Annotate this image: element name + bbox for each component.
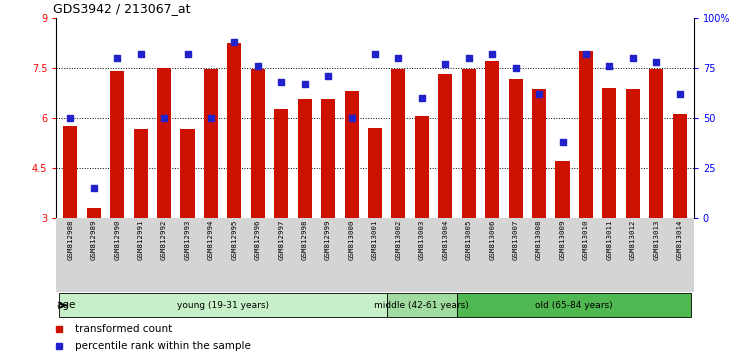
Point [275, 79, 287, 85]
Bar [87, 208, 100, 218]
Bar [110, 71, 125, 218]
Bar [387, 293, 457, 317]
Bar [298, 99, 312, 218]
Bar [274, 109, 288, 218]
Point [627, 55, 639, 61]
Bar [63, 126, 77, 218]
Point [135, 51, 147, 57]
Bar [626, 89, 640, 218]
Bar [58, 293, 387, 317]
Point [440, 61, 452, 67]
Text: GSM812994: GSM812994 [208, 220, 214, 261]
Bar [457, 293, 692, 317]
Text: GSM812993: GSM812993 [184, 220, 190, 261]
Bar [368, 128, 382, 218]
Text: GSM813011: GSM813011 [606, 220, 612, 261]
Point [369, 51, 381, 57]
Point [88, 185, 100, 190]
Text: middle (42-61 years): middle (42-61 years) [374, 301, 470, 310]
Text: GSM812995: GSM812995 [231, 220, 237, 261]
Bar [673, 114, 687, 218]
Bar [509, 79, 523, 218]
Text: GSM812996: GSM812996 [255, 220, 261, 261]
Text: GSM812998: GSM812998 [302, 220, 307, 261]
Point [533, 91, 545, 97]
Point [228, 39, 240, 45]
Bar [204, 69, 218, 218]
Bar [556, 161, 569, 218]
Bar [650, 69, 663, 218]
Text: GSM813001: GSM813001 [372, 220, 378, 261]
Point [674, 91, 686, 97]
Text: GSM812988: GSM812988 [68, 220, 74, 261]
Bar [344, 91, 358, 218]
Point [252, 63, 264, 69]
Bar [157, 68, 171, 218]
Text: GSM812989: GSM812989 [91, 220, 97, 261]
Text: GSM813008: GSM813008 [536, 220, 542, 261]
Text: GSM813007: GSM813007 [513, 220, 519, 261]
Text: age: age [57, 300, 76, 310]
Text: GSM813003: GSM813003 [419, 220, 424, 261]
Bar [579, 51, 593, 218]
Text: GDS3942 / 213067_at: GDS3942 / 213067_at [53, 2, 190, 15]
Point [603, 63, 615, 69]
Text: GSM813010: GSM813010 [583, 220, 589, 261]
Point [64, 115, 76, 120]
Text: percentile rank within the sample: percentile rank within the sample [75, 341, 251, 351]
Point [111, 55, 123, 61]
Bar [602, 88, 616, 218]
Point [580, 51, 592, 57]
Bar [181, 129, 194, 218]
Bar [485, 61, 500, 218]
Point [158, 115, 170, 120]
Text: GSM813009: GSM813009 [560, 220, 566, 261]
Text: old (65-84 years): old (65-84 years) [536, 301, 613, 310]
Text: GSM813000: GSM813000 [349, 220, 355, 261]
Bar [532, 89, 546, 218]
Point [510, 65, 522, 70]
Text: young (19-31 years): young (19-31 years) [177, 301, 268, 310]
Text: GSM813014: GSM813014 [676, 220, 682, 261]
Text: GSM813013: GSM813013 [653, 220, 659, 261]
Bar [392, 69, 406, 218]
Text: GSM813005: GSM813005 [466, 220, 472, 261]
Text: GSM812992: GSM812992 [161, 220, 167, 261]
Bar [462, 69, 476, 218]
Point [416, 95, 428, 101]
Point [463, 55, 475, 61]
Text: GSM813006: GSM813006 [489, 220, 495, 261]
Point [486, 51, 498, 57]
Bar [134, 129, 148, 218]
Point [205, 115, 217, 120]
Point [182, 51, 194, 57]
Point [346, 115, 358, 120]
Point [556, 139, 568, 144]
Point [650, 59, 662, 64]
Text: GSM812991: GSM812991 [138, 220, 144, 261]
Bar [251, 69, 265, 218]
Text: GSM812999: GSM812999 [325, 220, 331, 261]
Point [298, 81, 310, 86]
Bar [227, 43, 242, 218]
Text: GSM813012: GSM813012 [630, 220, 636, 261]
Bar [415, 116, 429, 218]
Text: GSM812990: GSM812990 [114, 220, 120, 261]
Text: GSM813002: GSM813002 [395, 220, 401, 261]
Bar [438, 74, 452, 218]
Point [322, 73, 334, 79]
Text: transformed count: transformed count [75, 324, 172, 333]
Bar [321, 99, 335, 218]
Point [392, 55, 404, 61]
Text: GSM812997: GSM812997 [278, 220, 284, 261]
Text: GSM813004: GSM813004 [442, 220, 448, 261]
